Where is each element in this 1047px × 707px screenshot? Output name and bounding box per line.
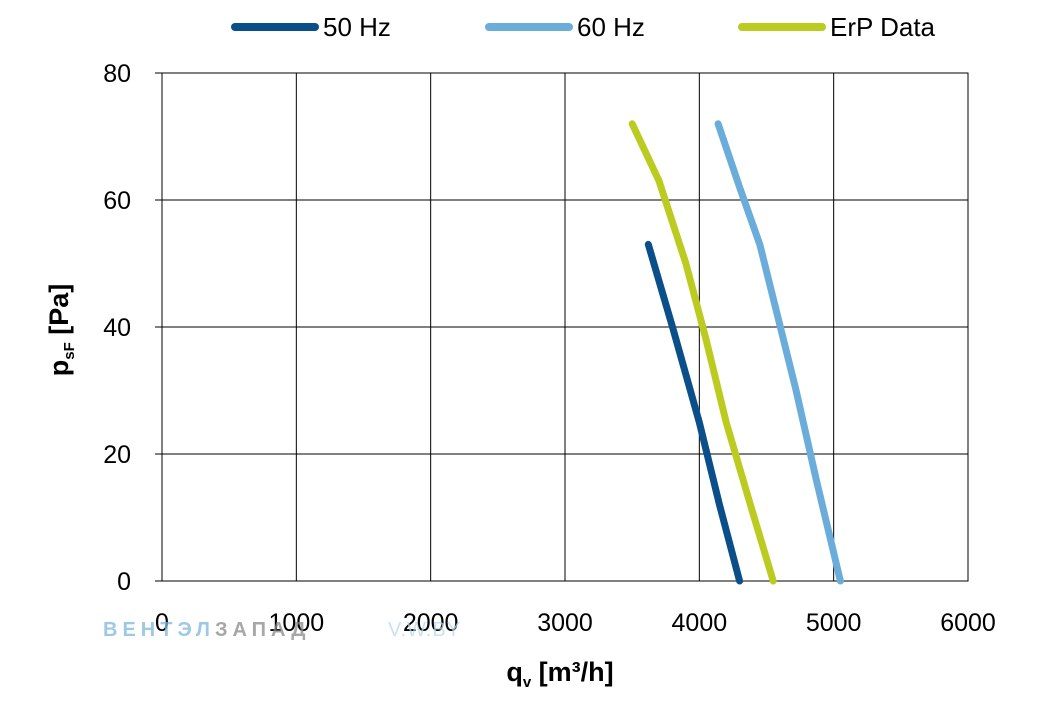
x-tick-label-0: 0 [155, 609, 169, 637]
x-axis-label-sub: v [523, 674, 532, 691]
y-tick-label-3: 60 [103, 187, 131, 215]
y-tick-label-2: 40 [103, 314, 131, 342]
watermark-part1: ВЕНТЭЛ [103, 619, 215, 641]
y-tick-labels: 0 20 40 60 80 [103, 60, 131, 596]
y-tick-label-0: 0 [117, 568, 131, 596]
y-axis-label: psF [Pa] [44, 284, 78, 377]
legend-label-60-hz: 60 Hz [577, 12, 645, 42]
x-tick-label-1: 1000 [269, 609, 325, 637]
series-line-60-hz [714, 120, 844, 585]
watermark-part2: ЗАПАД [215, 619, 311, 641]
y-axis-label-rest: [Pa] [44, 284, 74, 343]
y-tick-label-1: 20 [103, 441, 131, 469]
series-line-50-hz [644, 240, 744, 585]
legend-label-erp-data: ErP Data [830, 12, 936, 42]
x-axis-label-main: q [506, 657, 523, 687]
plot-border [161, 72, 969, 582]
y-axis-label-main: p [44, 360, 74, 377]
x-axis-label-rest: [m³/h] [531, 657, 613, 687]
watermark-part3: V.W.BY [388, 619, 461, 641]
x-tick-label-4: 4000 [672, 609, 728, 637]
grid [155, 72, 969, 582]
x-tick-labels: 0 1000 2000 3000 4000 5000 6000 [155, 609, 996, 637]
x-tick-label-6: 6000 [940, 609, 996, 637]
watermark: ВЕНТЭЛЗАПАД V.W.BY [103, 619, 461, 641]
svg-text:ВЕНТЭЛЗАПАД: ВЕНТЭЛЗАПАД [103, 619, 310, 641]
legend: 50 Hz 60 Hz ErP Data [231, 12, 936, 42]
series-line-erp-data [628, 120, 777, 585]
legend-label-50-hz: 50 Hz [323, 12, 391, 42]
x-tick-label-5: 5000 [806, 609, 862, 637]
x-tick-label-3: 3000 [537, 609, 593, 637]
x-axis-label: qv [m³/h] [506, 657, 613, 691]
y-tick-label-4: 80 [103, 60, 131, 88]
series-lines [628, 120, 844, 585]
x-tick-label-2: 2000 [403, 609, 459, 637]
y-axis-label-sub: sF [61, 342, 78, 360]
